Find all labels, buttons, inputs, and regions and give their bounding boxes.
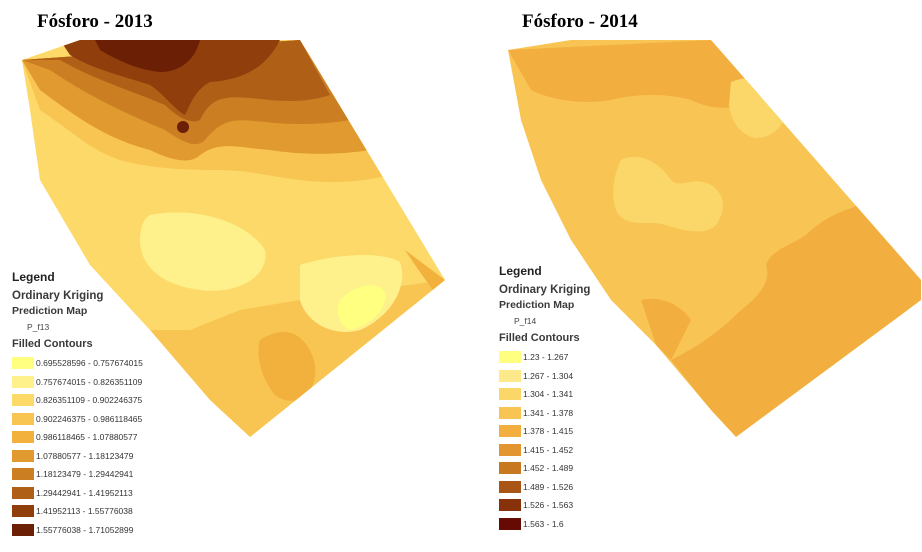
class-range: 0.757674015 - 0.826351109 — [36, 376, 143, 387]
legend-item: 1.526 - 1.563 — [499, 496, 590, 515]
class-range: 0.695528596 - 0.757674015 — [36, 358, 143, 369]
legend-map-type: Prediction Map — [499, 299, 575, 311]
color-swatch — [499, 351, 521, 364]
color-swatch — [499, 388, 521, 401]
color-swatch — [12, 375, 34, 388]
class-range: 1.452 - 1.489 — [523, 463, 574, 474]
legend-item: 1.452 - 1.489 — [499, 459, 590, 478]
class-range: 0.986118465 - 1.07880577 — [36, 432, 138, 443]
legend-item: 1.563 - 1.6 — [499, 515, 590, 534]
legend-item: 0.826351109 - 0.902246375 — [12, 391, 143, 410]
legend-item: 1.29442941 - 1.41952113 — [12, 484, 143, 503]
color-swatch — [12, 523, 34, 536]
legend-item: 1.41952113 - 1.55776038 — [12, 502, 143, 521]
legend-item: 0.902246375 - 0.986118465 — [12, 410, 143, 429]
legend-item: 1.341 - 1.378 — [499, 404, 590, 423]
color-swatch — [12, 486, 34, 499]
legend-item: 0.757674015 - 0.826351109 — [12, 373, 143, 392]
legend-map-type: Prediction Map — [12, 305, 88, 317]
class-range: 1.23 - 1.267 — [523, 352, 569, 363]
legend-layer-name: P_f13 — [27, 322, 50, 332]
color-swatch — [499, 443, 521, 456]
color-swatch — [499, 369, 521, 382]
class-range: 1.18123479 - 1.29442941 — [36, 469, 134, 480]
legend-title: Legend — [499, 264, 542, 278]
class-range: 1.267 - 1.304 — [523, 370, 574, 381]
color-swatch — [12, 505, 34, 518]
map-title-2014: Fósforo - 2014 — [522, 11, 638, 32]
class-range: 1.526 - 1.563 — [523, 500, 574, 511]
color-swatch — [12, 394, 34, 407]
legend-item: 1.23 - 1.267 — [499, 348, 590, 367]
color-swatch — [499, 406, 521, 419]
legend-item: 0.695528596 - 0.757674015 — [12, 354, 143, 373]
legend-item: 1.489 - 1.526 — [499, 478, 590, 497]
legend-method: Ordinary Kriging — [499, 284, 591, 296]
class-range: 1.55776038 - 1.71052899 — [36, 524, 134, 535]
legend-classes: 0.695528596 - 0.757674015 0.757674015 - … — [12, 354, 143, 539]
legend-contours-title: Filled Contours — [12, 338, 93, 350]
legend-2014: Legend Ordinary Kriging Prediction Map P… — [499, 264, 590, 533]
color-swatch — [12, 357, 34, 370]
legend-2013: Legend Ordinary Kriging Prediction Map P… — [12, 270, 143, 539]
class-range: 1.304 - 1.341 — [523, 389, 574, 400]
color-swatch — [12, 449, 34, 462]
color-swatch — [499, 517, 521, 530]
legend-item: 1.267 - 1.304 — [499, 367, 590, 386]
legend-item: 1.378 - 1.415 — [499, 422, 590, 441]
legend-classes: 1.23 - 1.267 1.267 - 1.304 1.304 - 1.341… — [499, 348, 590, 533]
color-swatch — [499, 499, 521, 512]
phosphorus-map-2014 — [508, 40, 921, 437]
class-range: 1.378 - 1.415 — [523, 426, 574, 437]
color-swatch — [499, 425, 521, 438]
color-swatch — [499, 480, 521, 493]
legend-item: 1.55776038 - 1.71052899 — [12, 521, 143, 540]
color-swatch — [12, 412, 34, 425]
phosphorus-map-2013 — [22, 40, 445, 437]
map-title-2013: Fósforo - 2013 — [37, 11, 153, 32]
legend-contours-title: Filled Contours — [499, 332, 580, 344]
legend-item: 1.07880577 - 1.18123479 — [12, 447, 143, 466]
class-range: 1.415 - 1.452 — [523, 444, 574, 455]
legend-method: Ordinary Kriging — [12, 290, 104, 302]
color-swatch — [499, 462, 521, 475]
class-range: 0.902246375 - 0.986118465 — [36, 413, 143, 424]
class-range: 1.563 - 1.6 — [523, 518, 564, 529]
legend-item: 1.18123479 - 1.29442941 — [12, 465, 143, 484]
legend-item: 0.986118465 - 1.07880577 — [12, 428, 143, 447]
legend-item: 1.415 - 1.452 — [499, 441, 590, 460]
legend-title: Legend — [12, 270, 55, 284]
color-swatch — [12, 468, 34, 481]
class-range: 1.489 - 1.526 — [523, 481, 574, 492]
legend-item: 1.304 - 1.341 — [499, 385, 590, 404]
class-range: 1.341 - 1.378 — [523, 407, 574, 418]
class-range: 1.07880577 - 1.18123479 — [36, 450, 134, 461]
class-range: 1.29442941 - 1.41952113 — [36, 487, 133, 498]
color-swatch — [12, 431, 34, 444]
class-range: 1.41952113 - 1.55776038 — [36, 506, 133, 517]
legend-layer-name: P_f14 — [514, 316, 537, 326]
class-range: 0.826351109 - 0.902246375 — [36, 395, 143, 406]
